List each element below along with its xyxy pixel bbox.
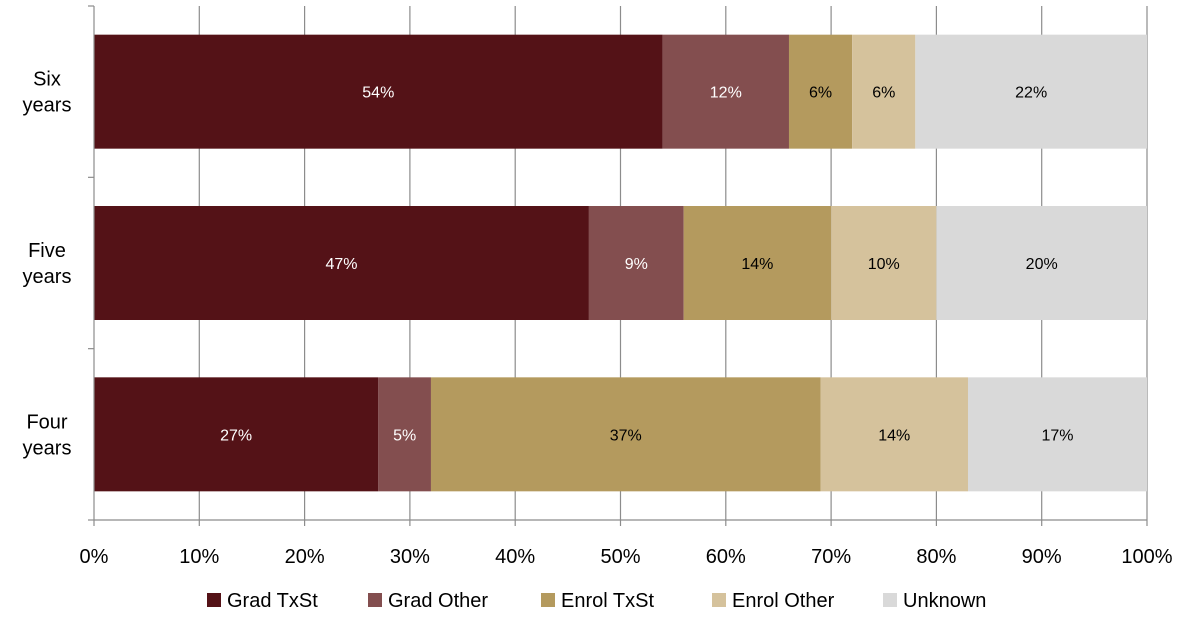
data-label: 14% (878, 427, 910, 444)
data-label: 20% (1026, 256, 1058, 273)
axes: 0% 10% 20% 30% 40% 50% 60% 70% 80% 90% 100% Six year… (23, 5, 1173, 568)
bar-segment (662, 34, 789, 149)
legend-label: Enrol TxSt (561, 590, 654, 612)
data-label: 5% (393, 427, 416, 444)
bar-segment (588, 206, 684, 320)
category-label: years (23, 266, 72, 288)
bar-segment (683, 206, 832, 320)
x-tick-label: 60% (706, 546, 746, 568)
legend-label: Grad TxSt (227, 590, 318, 612)
category-label: years (23, 437, 72, 459)
legend-swatch (883, 593, 897, 607)
bar-segment (967, 377, 1147, 492)
data-label: 54% (362, 85, 394, 102)
x-tick-label: 70% (811, 546, 851, 568)
data-label: 27% (220, 427, 252, 444)
legend-swatch (712, 593, 726, 607)
bar-segment (378, 377, 431, 492)
bar-segment (852, 34, 916, 149)
legend: Grad TxSt Grad Other Enrol TxSt Enrol Other… (207, 590, 986, 612)
legend-label: Enrol Other (732, 590, 835, 612)
x-tick-label: 90% (1022, 546, 1062, 568)
legend-swatch (368, 593, 382, 607)
data-label: 12% (710, 85, 742, 102)
bar-segment (94, 206, 589, 320)
category-label: Four (26, 411, 67, 433)
x-tick-label: 50% (600, 546, 640, 568)
bar-segment (831, 206, 937, 320)
data-label: 9% (625, 256, 648, 273)
data-label: 14% (741, 256, 773, 273)
legend-swatch (207, 593, 221, 607)
data-label: 6% (809, 85, 832, 102)
legend-swatch (541, 593, 555, 607)
x-tick-label: 20% (285, 546, 325, 568)
x-tick-label: 30% (390, 546, 430, 568)
legend-label: Unknown (903, 590, 986, 612)
data-label: 37% (610, 427, 642, 444)
bar-segment (430, 377, 821, 492)
data-label: 10% (868, 256, 900, 273)
category-label: Five (28, 240, 66, 262)
bar-segment (94, 34, 663, 149)
bar-segment (936, 206, 1147, 320)
x-tick-label: 80% (916, 546, 956, 568)
data-label: 6% (872, 85, 895, 102)
bars: 54% 12% 6% 6% 22% 47% 9% 14% 10% 20% 27% 5% 37% 14% 17… (94, 34, 1147, 492)
x-tick-label: 100% (1121, 546, 1172, 568)
legend-label: Grad Other (388, 590, 488, 612)
category-label: years (23, 95, 72, 117)
bar-segment (94, 377, 379, 492)
bar-segment (915, 34, 1147, 149)
data-label: 22% (1015, 85, 1047, 102)
data-label: 17% (1041, 427, 1073, 444)
bar-segment (788, 34, 853, 149)
x-tick-label: 0% (80, 546, 109, 568)
category-label: Six (33, 69, 61, 91)
x-tick-label: 40% (495, 546, 535, 568)
x-tick-label: 10% (179, 546, 219, 568)
bar-segment (820, 377, 968, 492)
data-label: 47% (325, 256, 357, 273)
